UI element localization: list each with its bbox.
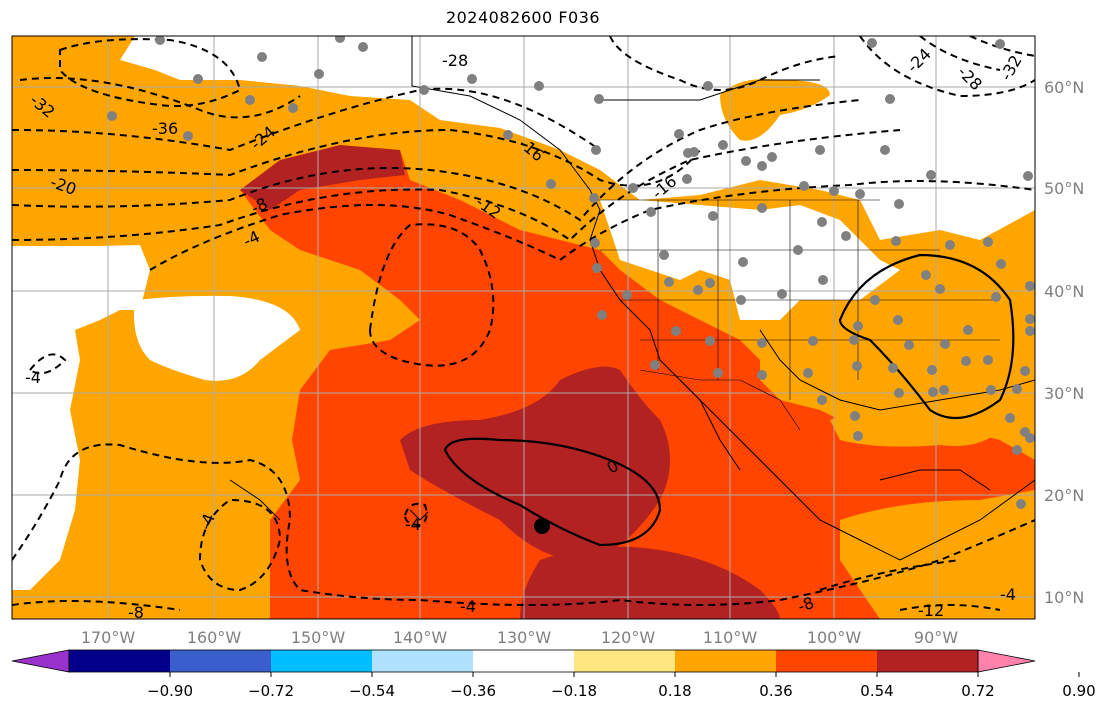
colorbar-extend-high [977,649,1036,673]
fill-neutral-pacific [134,295,300,381]
lon-label: 100°W [807,628,862,647]
fill-neutral-canada [600,200,900,320]
lon-label: 90°W [914,628,958,647]
lon-label: 110°W [703,628,758,647]
lat-axis: 60°N 50°N 40°N 30°N 20°N 10°N [1044,78,1084,607]
colorbar-segment [675,650,777,672]
contour-label: -4 [405,515,421,534]
contour-label: -4 [25,368,41,387]
colorbar-segment [473,650,575,672]
lat-label: 50°N [1044,179,1084,198]
colorbar-segment [372,650,474,672]
colorbar-tick-label: 0.18 [658,682,691,700]
lon-label: 120°W [601,628,656,647]
lat-label: 20°N [1044,486,1084,505]
colorbar-tick-label: 0.36 [759,682,792,700]
contours-negative [12,36,1035,611]
colorbar-tick-label: −0.36 [450,682,496,700]
station-dots [107,36,1035,509]
contour-label: -8 [248,194,270,218]
colorbar-outline [68,649,979,673]
coastlines [229,36,1035,561]
lat-label: 60°N [1044,78,1084,97]
lat-label: 10°N [1044,588,1084,607]
lon-label: 170°W [81,628,136,647]
contour-label: -4 [240,227,262,251]
contour-label: -4 [460,597,476,616]
map-panel [12,36,1035,619]
colorbar-tick-label: 0.90 [1062,682,1095,700]
borders [598,199,1000,431]
fill-red [240,148,1035,619]
colorbar-tick-label: 0.54 [860,682,893,700]
contour-label: -8 [795,593,816,616]
fill-orange-gulf [830,406,1000,447]
contour-label: -36 [152,119,178,138]
fill-darkred-core [400,366,670,560]
fill-orange-caribbean [840,490,1035,619]
colorbar-segment [271,650,373,672]
lon-label: 140°W [393,628,448,647]
lon-label: 150°W [291,628,346,647]
colorbar-tick-label: 0.72 [961,682,994,700]
colorbar-tick-label: −0.54 [349,682,395,700]
center-marker [534,518,550,534]
colorbar: −0.90 −0.72 −0.54 −0.36 −0.18 0.18 0.36 0.54 0.7… [11,649,1096,700]
colorbar-segment [574,650,676,672]
map-title: 2024082600 F036 [445,8,601,27]
lat-label: 30°N [1044,384,1084,403]
colorbar-tick-label: −0.90 [147,682,193,700]
colorbar-extend-low [11,649,70,673]
contour-label: -28 [442,51,468,70]
colorbar-segment [776,650,878,672]
contour-label: -12 [918,601,944,620]
fill-darkred-nw [240,145,405,210]
colorbar-segment [877,650,979,672]
colorbar-tick-label: −0.18 [551,682,597,700]
colorbar-tick-label: −0.72 [248,682,294,700]
contours-zero [443,253,1015,547]
lat-label: 40°N [1044,282,1084,301]
colorbar-segment [170,650,272,672]
contour-label: -4 [196,511,219,532]
lon-label: 130°W [497,628,552,647]
contour-label: -8 [128,603,144,622]
contour-label: -4 [1000,585,1016,604]
fill-darkred-south [520,546,780,619]
lon-label: 160°W [187,628,242,647]
colorbar-segment [69,650,171,672]
graticule [12,36,1035,619]
map-frame [11,35,1036,620]
lon-axis: 170°W 160°W 150°W 140°W 130°W 120°W 110°… [81,628,958,647]
fill-orange-hudson [720,79,830,141]
